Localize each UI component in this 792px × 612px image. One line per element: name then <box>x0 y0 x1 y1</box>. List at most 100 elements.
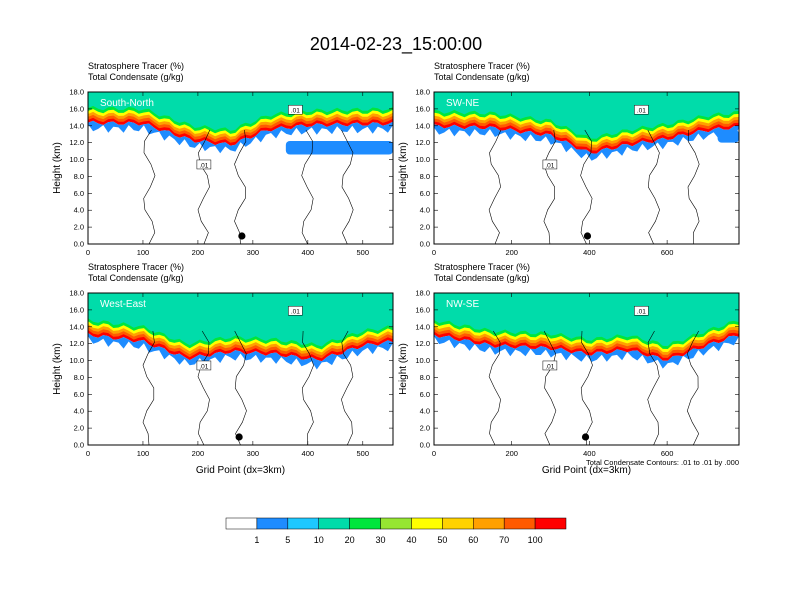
contour-label: .01 <box>545 363 554 370</box>
condensate-contour <box>142 330 155 445</box>
panel-subtitle-tracer: Stratosphere Tracer (%) <box>88 262 184 272</box>
y-tick-label: 6.0 <box>420 390 430 399</box>
panel-label: SW-NE <box>446 98 479 109</box>
x-tick-label: 0 <box>432 248 436 257</box>
panel-frame <box>87 91 394 245</box>
x-tick-label: 0 <box>86 449 90 458</box>
panel-south-north: Stratosphere Tracer (%)Total Condensate … <box>52 61 394 257</box>
location-marker <box>581 433 590 441</box>
contour-label: .01 <box>637 309 646 316</box>
y-tick-label: 12.0 <box>415 339 430 348</box>
y-tick-label: 12.0 <box>69 138 84 147</box>
colorbar-swatch <box>442 517 474 530</box>
condensate-contour <box>197 330 210 445</box>
condensate-contour <box>488 129 502 244</box>
panel-plot-area: .01 .01 NW-SE <box>434 293 739 445</box>
y-tick-label: 8.0 <box>74 172 84 181</box>
panel-plot-area: .01 .01 West-East <box>88 293 393 445</box>
condensate-contour <box>580 330 593 445</box>
tracer-band <box>88 92 393 131</box>
colorbar-label: 5 <box>285 535 290 545</box>
x-tick-label: 600 <box>661 449 674 458</box>
panel-subtitle-condensate: Total Condensate (g/kg) <box>88 72 184 82</box>
colorbar-label: 50 <box>437 535 447 545</box>
panel-label: NW-SE <box>446 299 479 310</box>
condensate-contour <box>543 129 556 244</box>
colorbar-swatch <box>287 517 319 530</box>
contour-footnote: Total Condensate Contours: .01 to .01 by… <box>586 458 739 467</box>
x-tick-label: 100 <box>137 248 150 257</box>
panel-subtitle-tracer: Stratosphere Tracer (%) <box>434 262 530 272</box>
panel-west-east: Stratosphere Tracer (%)Total Condensate … <box>52 262 394 476</box>
y-tick-label: 18.0 <box>415 88 430 97</box>
panel-nw-se: Stratosphere Tracer (%) Total Condensate … <box>398 262 740 476</box>
y-tick-label: 6.0 <box>74 189 84 198</box>
condensate-fringe <box>88 332 393 370</box>
x-tick-label: 0 <box>432 449 436 458</box>
panel-frame <box>87 292 394 446</box>
y-tick-label: 8.0 <box>420 373 430 382</box>
tracer-band <box>434 92 739 139</box>
condensate-contour <box>301 330 314 445</box>
x-tick-label: 600 <box>661 248 674 257</box>
x-tick-label: 500 <box>357 248 370 257</box>
contour-label-box <box>288 104 303 115</box>
contour-label-box <box>634 305 649 316</box>
colorbar-label: 100 <box>528 535 543 545</box>
colorbar-label: 30 <box>376 535 386 545</box>
panel-label: South-North <box>100 98 154 109</box>
y-tick-label: 2.0 <box>74 223 84 232</box>
colorbar-label: 20 <box>345 535 355 545</box>
colorbar-label: 1 <box>254 535 259 545</box>
x-tick-label: 0 <box>86 248 90 257</box>
contour-label: .01 <box>199 363 208 370</box>
y-axis-label: Height (km) <box>52 142 63 194</box>
condensate-contour <box>647 330 660 445</box>
x-tick-label: 400 <box>583 449 596 458</box>
y-tick-label: 2.0 <box>420 424 430 433</box>
y-tick-label: 6.0 <box>420 189 430 198</box>
y-tick-label: 0.0 <box>420 441 430 450</box>
y-tick-label: 4.0 <box>420 407 430 416</box>
condensate-contour <box>301 129 314 244</box>
location-marker <box>238 232 246 240</box>
condensate-contour <box>580 129 593 244</box>
contour-label: .01 <box>545 162 554 169</box>
y-tick-label: 4.0 <box>74 206 84 215</box>
y-tick-label: 0.0 <box>420 240 430 249</box>
condensate-contour <box>686 330 700 445</box>
x-tick-label: 400 <box>302 248 315 257</box>
condensate-fringe <box>434 334 739 369</box>
x-tick-label: 300 <box>247 248 260 257</box>
condensate-contour <box>647 129 660 244</box>
tracer-band <box>88 293 393 347</box>
contour-label: .01 <box>199 162 208 169</box>
y-axis-label: Height (km) <box>398 142 409 194</box>
panel-subtitle-condensate: Total Condensate (g/kg) <box>88 273 184 283</box>
y-tick-label: 10.0 <box>69 356 84 365</box>
condensate-patch <box>285 140 393 155</box>
condensate-fringe <box>434 124 739 161</box>
y-tick-label: 10.0 <box>415 356 430 365</box>
x-axis-label: Grid Point (dx=3km) <box>542 465 631 476</box>
y-tick-label: 8.0 <box>74 373 84 382</box>
colorbar-swatch <box>473 517 505 530</box>
condensate-fringe <box>88 120 393 154</box>
x-tick-label: 200 <box>505 248 518 257</box>
y-tick-label: 2.0 <box>74 424 84 433</box>
y-tick-label: 4.0 <box>74 407 84 416</box>
panel-subtitle-tracer: Stratosphere Tracer (%) <box>434 61 530 71</box>
y-tick-label: 10.0 <box>69 155 84 164</box>
colorbar-swatch <box>318 517 350 530</box>
tracer-band <box>434 293 739 347</box>
colorbar-swatch <box>225 517 258 530</box>
colorbar-swatch <box>534 517 567 530</box>
y-tick-label: 12.0 <box>69 339 84 348</box>
x-tick-label: 200 <box>192 248 205 257</box>
panel-label: West-East <box>100 299 146 310</box>
y-tick-label: 12.0 <box>415 138 430 147</box>
y-tick-label: 16.0 <box>69 305 84 314</box>
x-axis-label: Grid Point (dx=3km) <box>196 465 285 476</box>
contour-label-box <box>288 305 303 316</box>
contour-label-box <box>634 104 649 115</box>
